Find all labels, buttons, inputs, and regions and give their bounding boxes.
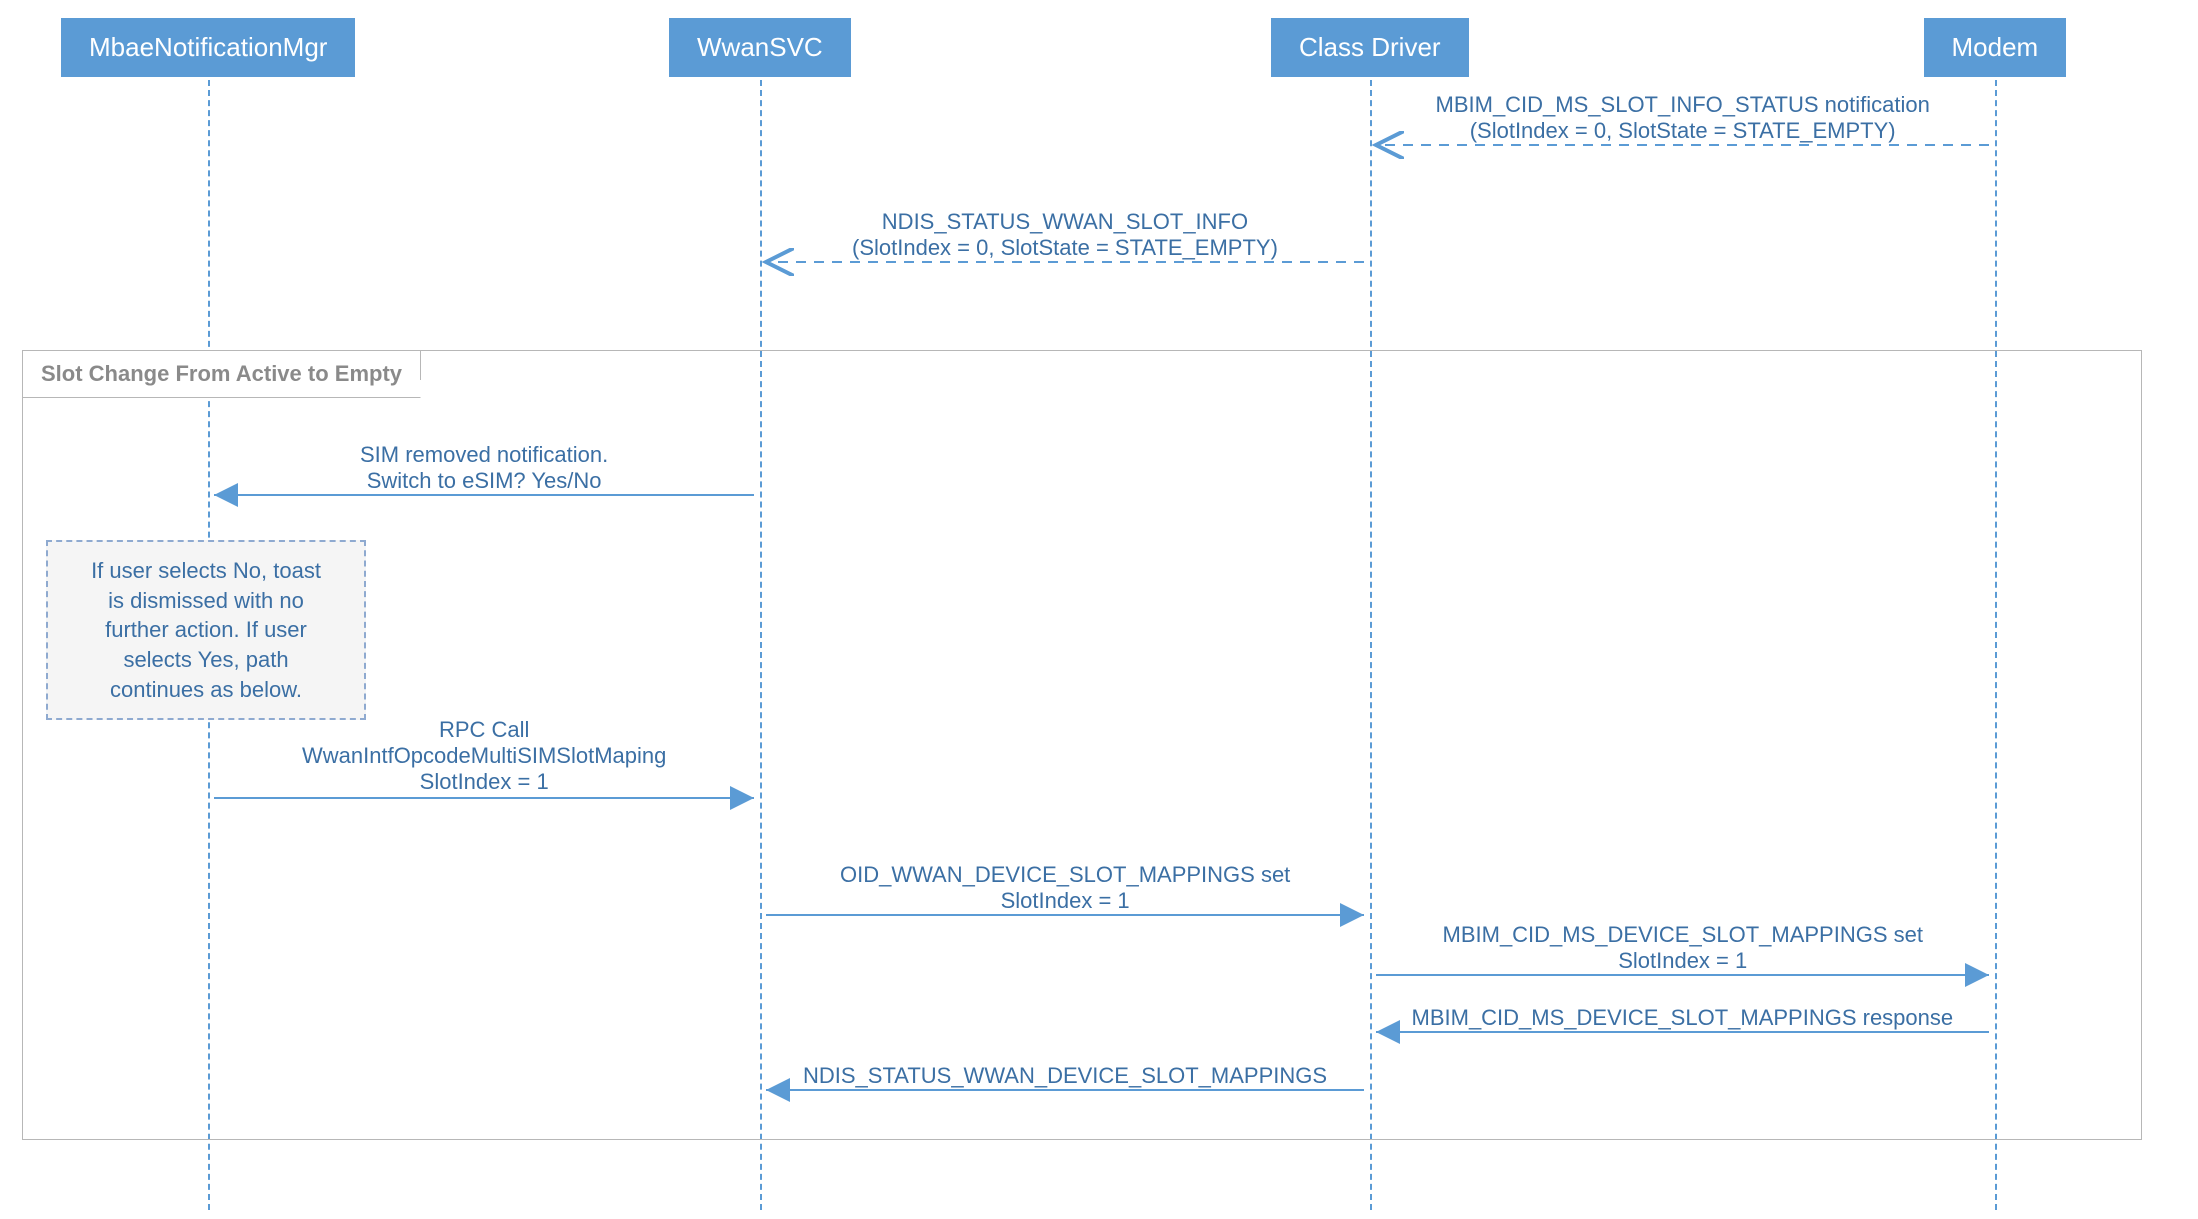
message-3-line-0: RPC Call bbox=[439, 717, 529, 742]
message-5-line-1: SlotIndex = 1 bbox=[1618, 948, 1747, 973]
message-2-line-1: Switch to eSIM? Yes/No bbox=[367, 468, 602, 493]
participant-wwan: WwanSVC bbox=[669, 18, 851, 77]
message-4-line-1: SlotIndex = 1 bbox=[1001, 888, 1130, 913]
participant-mbae-label: MbaeNotificationMgr bbox=[89, 32, 327, 62]
message-label-4: OID_WWAN_DEVICE_SLOT_MAPPINGS setSlotInd… bbox=[840, 862, 1290, 914]
message-2-line-0: SIM removed notification. bbox=[360, 442, 608, 467]
participant-modem-label: Modem bbox=[1952, 32, 2039, 62]
participant-class-label: Class Driver bbox=[1299, 32, 1441, 62]
message-label-7: NDIS_STATUS_WWAN_DEVICE_SLOT_MAPPINGS bbox=[803, 1063, 1327, 1089]
message-label-5: MBIM_CID_MS_DEVICE_SLOT_MAPPINGS setSlot… bbox=[1443, 922, 1923, 974]
message-1-line-1: (SlotIndex = 0, SlotState = STATE_EMPTY) bbox=[852, 235, 1278, 260]
message-7-line-0: NDIS_STATUS_WWAN_DEVICE_SLOT_MAPPINGS bbox=[803, 1063, 1327, 1088]
participant-mbae: MbaeNotificationMgr bbox=[61, 18, 355, 77]
message-label-0: MBIM_CID_MS_SLOT_INFO_STATUS notificatio… bbox=[1436, 92, 1930, 144]
message-5-line-0: MBIM_CID_MS_DEVICE_SLOT_MAPPINGS set bbox=[1443, 922, 1923, 947]
arrows-layer bbox=[0, 0, 2198, 1219]
participant-class: Class Driver bbox=[1271, 18, 1469, 77]
message-0-line-1: (SlotIndex = 0, SlotState = STATE_EMPTY) bbox=[1470, 118, 1896, 143]
message-label-6: MBIM_CID_MS_DEVICE_SLOT_MAPPINGS respons… bbox=[1412, 1005, 1954, 1031]
participant-wwan-label: WwanSVC bbox=[697, 32, 823, 62]
message-label-3: RPC CallWwanIntfOpcodeMultiSIMSlotMaping… bbox=[302, 717, 666, 795]
message-6-line-0: MBIM_CID_MS_DEVICE_SLOT_MAPPINGS respons… bbox=[1412, 1005, 1954, 1030]
message-1-line-0: NDIS_STATUS_WWAN_SLOT_INFO bbox=[882, 209, 1248, 234]
message-3-line-2: SlotIndex = 1 bbox=[420, 769, 549, 794]
participant-modem: Modem bbox=[1924, 18, 2067, 77]
message-4-line-0: OID_WWAN_DEVICE_SLOT_MAPPINGS set bbox=[840, 862, 1290, 887]
message-3-line-1: WwanIntfOpcodeMultiSIMSlotMaping bbox=[302, 743, 666, 768]
message-label-1: NDIS_STATUS_WWAN_SLOT_INFO(SlotIndex = 0… bbox=[852, 209, 1278, 261]
message-0-line-0: MBIM_CID_MS_SLOT_INFO_STATUS notificatio… bbox=[1436, 92, 1930, 117]
message-label-2: SIM removed notification.Switch to eSIM?… bbox=[360, 442, 608, 494]
